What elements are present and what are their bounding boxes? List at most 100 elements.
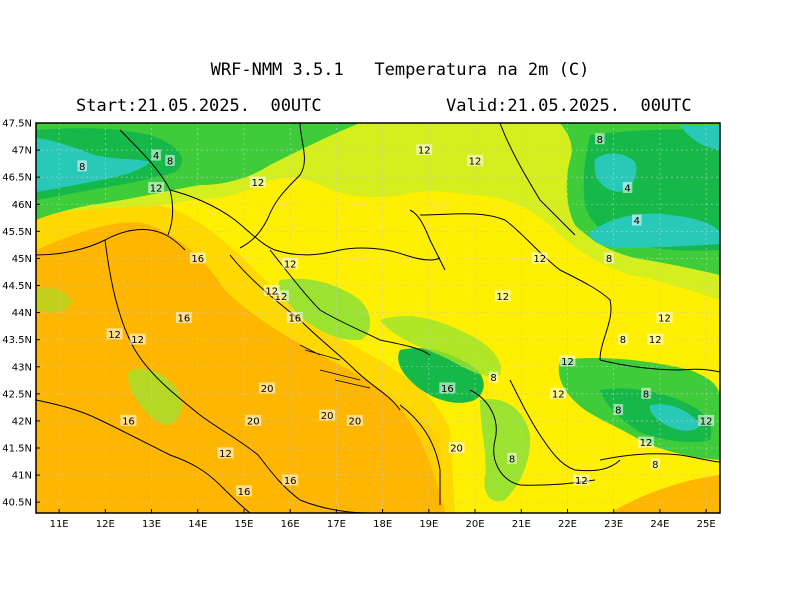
contour-label-bg	[245, 414, 262, 426]
start-time-label: Start:21.05.2025. 00UTC	[76, 96, 322, 116]
contour-label: 12	[658, 314, 671, 325]
lat-tick-label: 45N	[12, 254, 32, 265]
field-green-light-montenegro	[380, 315, 501, 377]
contour-label: 16	[284, 476, 297, 487]
contour-label-bg	[263, 284, 280, 296]
border-croatia-coast-islands	[299, 344, 371, 389]
border-slovenia-croatia	[169, 189, 441, 261]
lat-tick-label: 40.5N	[2, 498, 32, 509]
contour-label-bg	[151, 149, 161, 161]
lon-tick-label: 20E	[466, 519, 485, 530]
contour-label: 8	[615, 406, 621, 417]
contour-label-bg	[507, 452, 517, 464]
contour-label-bg	[604, 252, 614, 264]
contour-label: 12	[108, 330, 121, 341]
lat-tick-label: 44N	[12, 308, 32, 319]
contour-label: 12	[496, 292, 509, 303]
lon-tick-label: 13E	[142, 519, 161, 530]
chart-title: WRF-NMM 3.5.1 Temperatura na 2m (C)	[210, 60, 590, 80]
contour-label: 12	[251, 178, 264, 189]
lat-tick-label: 43.5N	[2, 335, 32, 346]
contour-label-bg	[319, 409, 336, 421]
lat-tick-label: 42.5N	[2, 389, 32, 400]
contour-label: 20	[247, 416, 260, 427]
contour-label-bg	[488, 371, 499, 383]
lat-tick-label: 46.5N	[2, 173, 32, 184]
contour-label: 12	[700, 416, 713, 427]
border-hungary-serbia	[409, 209, 446, 271]
contour-label-bg	[217, 447, 234, 459]
contour-label: 8	[490, 373, 496, 384]
lon-tick-label: 24E	[650, 519, 669, 530]
contour-label: 16	[238, 487, 251, 498]
contour-label: 8	[652, 460, 658, 471]
contour-label-bg	[416, 144, 433, 156]
lat-tick-label: 47N	[12, 146, 32, 157]
lat-tick-label: 41.5N	[2, 444, 32, 455]
field-teal-balkan-east	[649, 404, 700, 431]
contour-label-bg	[286, 312, 303, 323]
lon-tick-label: 12E	[96, 519, 115, 530]
contour-label: 16	[191, 254, 204, 265]
contour-label: 12	[131, 335, 144, 346]
contour-label: 12	[533, 254, 546, 265]
longitude-axis: 11E 12E 13E 14E 15E 16E 17E 18E 19E 20E 21E 22E 23E 2…	[50, 509, 716, 530]
contour-label-bg	[531, 252, 548, 264]
contour-label: 4	[634, 216, 640, 227]
contour-label: 12	[575, 476, 588, 487]
border-bulgaria-greece	[599, 453, 721, 463]
contour-label-bg	[235, 485, 252, 497]
border-italy-east-coast	[104, 239, 371, 514]
contour-label-bg	[622, 182, 633, 193]
lon-tick-label: 15E	[234, 519, 253, 530]
contour-label: 20	[321, 411, 334, 422]
contour-label-bg	[595, 133, 605, 145]
field-orange-adriatic	[36, 222, 445, 513]
contour-label-bg	[129, 333, 146, 345]
contour-label-bg	[698, 414, 715, 426]
border-italy-west-coast	[35, 399, 251, 514]
contour-label-bg	[647, 333, 664, 345]
field-teal-carpathians-3	[680, 125, 720, 150]
border-romania-north	[499, 122, 576, 236]
lat-tick-label: 41N	[12, 471, 32, 482]
lat-tick-label: 43N	[12, 362, 32, 373]
border-bosnia-serbia	[269, 249, 431, 356]
latitude-axis: 47.5N 47N 46.5N 46N 45.5N 45N 44.5N 44N 43.5N 43N…	[2, 119, 40, 509]
border-italy-coast	[35, 229, 186, 256]
contour-label: 12	[649, 335, 662, 346]
contour-label: 20	[450, 444, 463, 455]
contour-label: 12	[640, 438, 653, 449]
valid-time-label: Valid:21.05.2025. 00UTC	[446, 96, 692, 116]
lon-tick-label: 18E	[373, 519, 392, 530]
contour-label: 12	[150, 184, 163, 195]
contour-label: 12	[418, 146, 431, 157]
contour-label-bg	[77, 160, 87, 172]
contour-label: 12	[284, 259, 297, 270]
contour-label: 16	[122, 416, 135, 427]
field-green-light-italy-2	[36, 288, 72, 313]
contour-label-bg	[638, 436, 655, 448]
lon-tick-label: 25E	[697, 519, 716, 530]
contour-label: 8	[606, 254, 612, 265]
contour-label-bg	[641, 387, 651, 399]
contour-label: 12	[469, 156, 482, 167]
contour-label: 8	[597, 135, 603, 146]
field-orange-southeast	[610, 475, 720, 513]
country-borders	[35, 122, 721, 514]
lat-tick-label: 46N	[12, 200, 32, 211]
lat-tick-label: 42N	[12, 416, 32, 427]
contour-label: 4	[624, 184, 630, 195]
contour-label: 12	[552, 389, 565, 400]
contour-label: 20	[261, 384, 274, 395]
contour-label-bg	[650, 458, 661, 470]
border-serbia-romania	[419, 213, 612, 361]
lat-tick-label: 47.5N	[2, 119, 32, 130]
contour-label-bg	[165, 154, 175, 166]
contour-label: 16	[441, 384, 454, 395]
field-green-light-italy	[128, 368, 182, 425]
contour-label: 12	[275, 292, 288, 303]
contour-label-bg	[613, 404, 624, 416]
